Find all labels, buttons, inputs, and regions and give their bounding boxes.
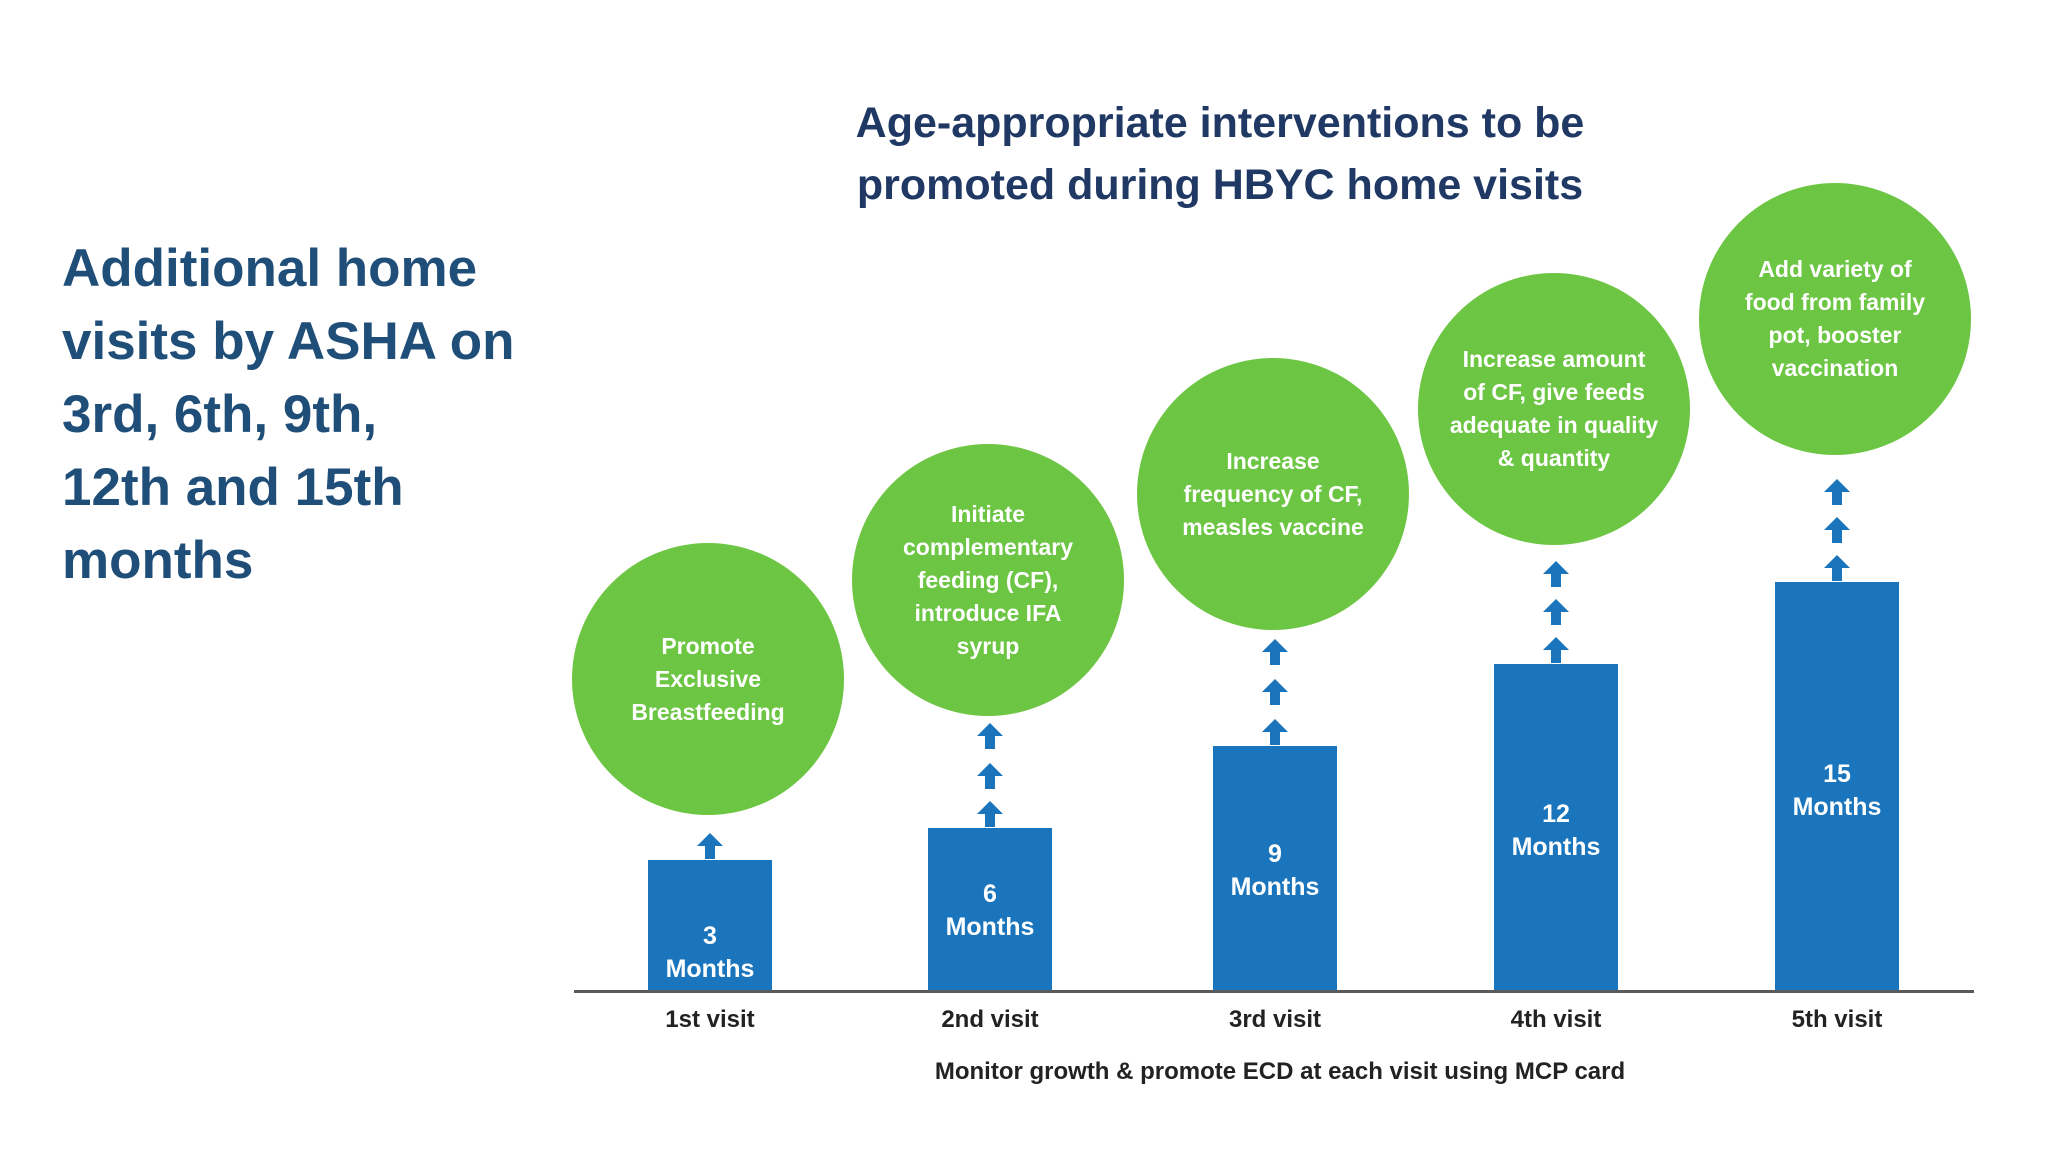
bar-age-number: 3 bbox=[703, 922, 717, 950]
bubble-line: measles vaccine bbox=[1182, 513, 1364, 540]
bubble-line: frequency of CF, bbox=[1183, 480, 1363, 507]
up-arrow-icon bbox=[1262, 639, 1288, 665]
baseline bbox=[574, 990, 1974, 993]
up-arrow-icon bbox=[977, 723, 1003, 749]
bubble-line: of CF, give feeds bbox=[1463, 379, 1645, 405]
up-arrow-icon bbox=[1262, 719, 1288, 745]
bar-age-number: 15 bbox=[1823, 760, 1851, 788]
bubble-visit-3: Increase frequency of CF, measles vaccin… bbox=[1137, 358, 1409, 630]
bubble-visit-1: Promote Exclusive Breastfeeding bbox=[572, 543, 844, 815]
visit-label-2: 2nd visit bbox=[941, 1006, 1039, 1033]
bubble-line: Promote bbox=[661, 632, 755, 659]
side-note-line: 12th and 15th bbox=[62, 458, 404, 517]
bubble-line: syrup bbox=[956, 632, 1020, 659]
visit-label-5: 5th visit bbox=[1791, 1006, 1883, 1033]
title-line: Age-appropriate interventions to be bbox=[855, 99, 1585, 147]
up-arrow-icon bbox=[1824, 555, 1850, 581]
bar-visit-3: 9 Months bbox=[1213, 746, 1337, 990]
bar-visit-2: 6 Months bbox=[928, 828, 1052, 990]
bubble-line: feeding (CF), bbox=[917, 566, 1059, 593]
bubble-line: complementary bbox=[902, 533, 1073, 560]
bar-age-unit: Months bbox=[665, 955, 755, 983]
visit-label-3: 3rd visit bbox=[1228, 1006, 1322, 1033]
bar-age-number: 6 bbox=[983, 880, 997, 908]
bubble-line: Exclusive bbox=[654, 665, 762, 692]
visit-label-4: 4th visit bbox=[1510, 1006, 1602, 1033]
up-arrow-icon bbox=[697, 833, 723, 859]
title-line: promoted during HBYC home visits bbox=[856, 161, 1584, 209]
up-arrow-icon bbox=[1824, 479, 1850, 505]
up-arrow-icon bbox=[977, 801, 1003, 827]
bubble-line: & quantity bbox=[1497, 445, 1611, 471]
up-arrow-icon bbox=[1262, 679, 1288, 705]
bar-age-unit: Months bbox=[1511, 833, 1601, 861]
bar-age-unit: Months bbox=[945, 913, 1035, 941]
diagram-title: Age-appropriate interventions to be prom… bbox=[760, 92, 1680, 216]
bar-age-unit: Months bbox=[1792, 793, 1882, 821]
up-arrow-icon bbox=[977, 763, 1003, 789]
side-note: Additional home visits by ASHA on 3rd, 6… bbox=[62, 232, 562, 597]
caption: Monitor growth & promote ECD at each vis… bbox=[934, 1058, 1626, 1085]
bubble-line: Breastfeeding bbox=[631, 698, 785, 725]
side-note-line: Additional home bbox=[62, 239, 478, 298]
up-arrow-icon bbox=[1543, 599, 1569, 625]
up-arrow-icon bbox=[1543, 637, 1569, 663]
bubble-visit-5: Add variety of food from family pot, boo… bbox=[1699, 183, 1971, 455]
bubble-line: adequate in quality bbox=[1449, 412, 1659, 438]
bubble-line: Increase amount bbox=[1462, 346, 1646, 372]
up-arrow-icon bbox=[1824, 517, 1850, 543]
side-note-line: 3rd, 6th, 9th, bbox=[62, 385, 378, 444]
bar-visit-4: 12 Months bbox=[1494, 664, 1618, 990]
bubble-line: vaccination bbox=[1771, 355, 1899, 381]
bubble-line: Add variety of bbox=[1758, 256, 1912, 282]
visit-label-1: 1st visit bbox=[665, 1006, 755, 1033]
up-arrow-icon bbox=[1543, 561, 1569, 587]
bar-visit-5: 15 Months bbox=[1775, 582, 1899, 990]
side-note-line: visits by ASHA on bbox=[62, 312, 515, 371]
bubble-line: food from family bbox=[1744, 289, 1926, 315]
bar-age-number: 12 bbox=[1542, 800, 1570, 828]
bubble-visit-4: Increase amount of CF, give feeds adequa… bbox=[1418, 273, 1690, 545]
side-note-line: months bbox=[62, 531, 254, 590]
bubble-line: Initiate bbox=[950, 500, 1026, 527]
bubble-line: pot, booster bbox=[1768, 322, 1902, 348]
bubble-visit-2: Initiate complementary feeding (CF), int… bbox=[852, 444, 1124, 716]
bar-visit-1: 3 Months bbox=[648, 860, 772, 990]
bubble-line: introduce IFA bbox=[914, 599, 1062, 626]
bar-age-unit: Months bbox=[1230, 873, 1320, 901]
bubble-line: Increase bbox=[1226, 447, 1320, 474]
bar-age-number: 9 bbox=[1268, 840, 1282, 868]
